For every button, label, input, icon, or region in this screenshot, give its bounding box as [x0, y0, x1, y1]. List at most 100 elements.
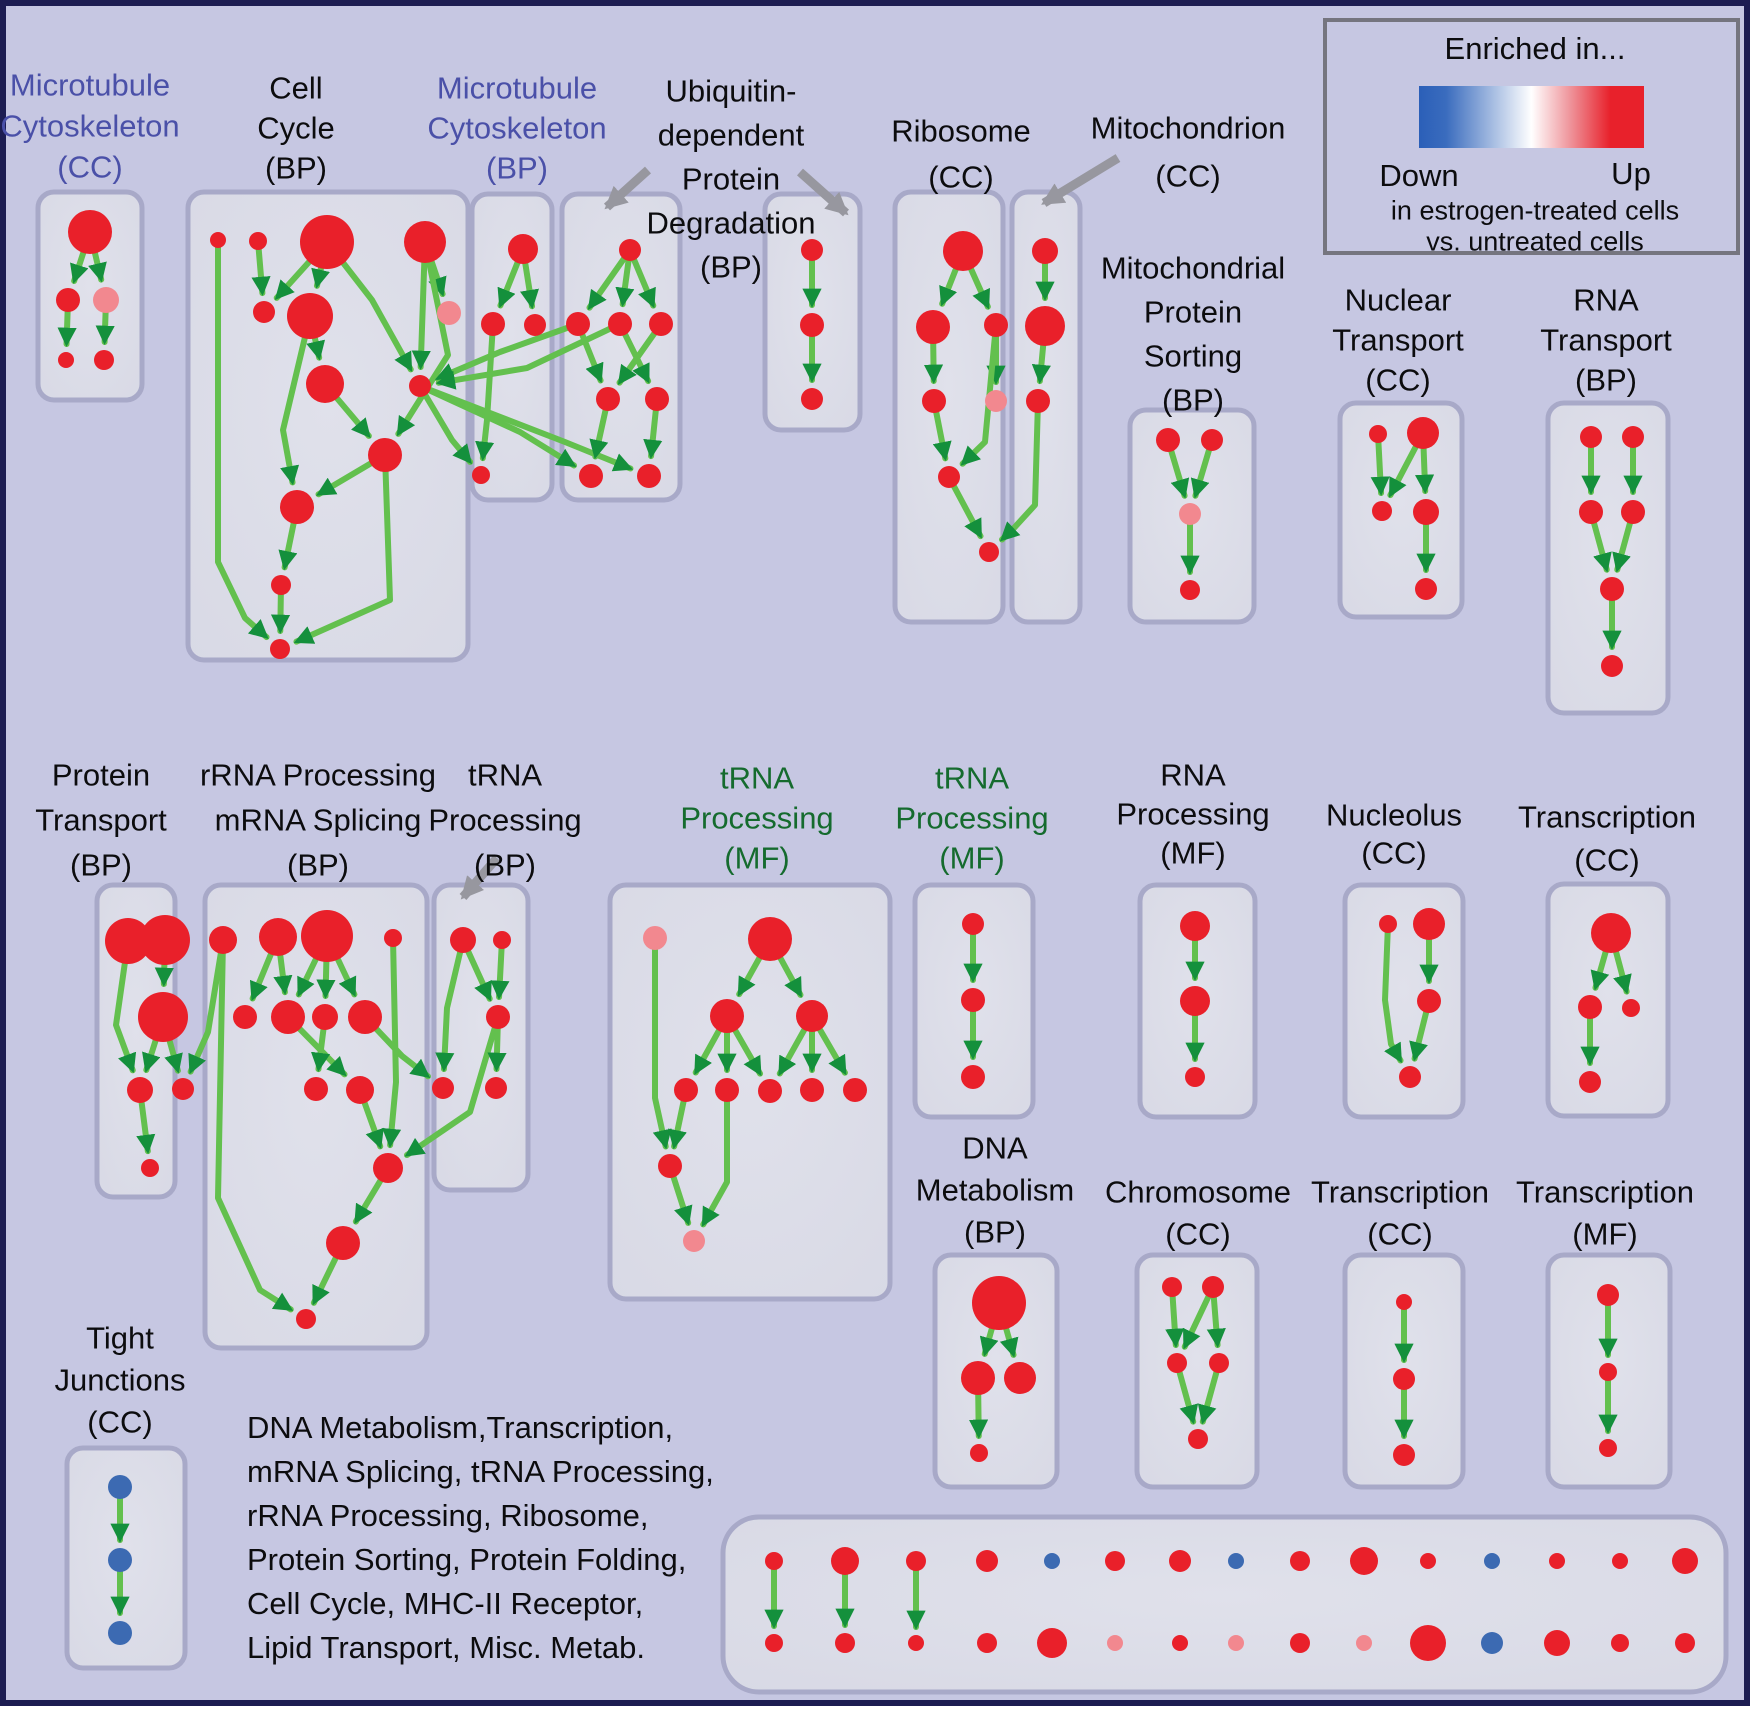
- edge-uba3-cc9: [435, 321, 623, 390]
- node-lb12: [1481, 1632, 1503, 1654]
- node-tmf7: [758, 1079, 782, 1103]
- node-lb1: [765, 1634, 783, 1652]
- edge-tmf1-tmf10: [652, 935, 672, 1150]
- node-ubb3: [801, 388, 823, 410]
- node-tj2: [108, 1548, 132, 1572]
- node-cc2: [249, 232, 267, 250]
- node-ubb1: [801, 239, 823, 261]
- node-rib7: [979, 542, 999, 562]
- node-tmf1: [643, 926, 667, 950]
- node-rnap1: [1180, 911, 1210, 941]
- node-tms2: [961, 988, 985, 1012]
- label-pointer-arrow-1: [603, 166, 652, 211]
- node-tmf10: [658, 1154, 682, 1178]
- node-dna3: [1004, 1362, 1036, 1394]
- node-lt1: [765, 1552, 783, 1570]
- node-lb15: [1675, 1633, 1695, 1653]
- node-tcc1: [1591, 913, 1631, 953]
- group-microtubule-cc-box: [35, 189, 145, 403]
- edge-pt1-pt4: [113, 938, 137, 1074]
- node-nuct3: [1372, 501, 1392, 521]
- node-nuct2: [1407, 417, 1439, 449]
- node-mit2: [1025, 306, 1065, 346]
- node-tmf8: [800, 1078, 824, 1102]
- node-lt2: [831, 1547, 859, 1575]
- node-ncl3: [1417, 989, 1441, 1013]
- group-transcription-cc-box-1: [1545, 881, 1671, 1119]
- annotation-line: mRNA Splicing, tRNA Processing,: [247, 1454, 714, 1489]
- node-tcc3: [1622, 999, 1640, 1017]
- node-tmf2: [748, 917, 792, 961]
- node-tmb2: [1599, 1363, 1617, 1381]
- edge-chr2-chr3: [1181, 1284, 1216, 1350]
- node-rnat3: [1579, 500, 1603, 524]
- node-lb8: [1228, 1635, 1244, 1651]
- node-dna2: [961, 1361, 995, 1395]
- node-tmf9: [843, 1078, 867, 1102]
- node-pt3: [138, 992, 188, 1042]
- node-rr3: [301, 910, 353, 962]
- edge-ncl1-ncl4: [1382, 921, 1404, 1064]
- label-pointer-arrow-2: [797, 168, 849, 217]
- node-chr2: [1202, 1276, 1224, 1298]
- annotation-line: DNA Metabolism,Transcription,: [247, 1410, 674, 1445]
- group-nuclear-transport-box: [1337, 400, 1465, 620]
- node-rr10: [346, 1076, 374, 1104]
- node-mtcc1: [68, 210, 112, 254]
- edge-rib6-rib7: [946, 474, 984, 540]
- node-mps4: [1180, 580, 1200, 600]
- node-tc21: [1396, 1294, 1412, 1310]
- node-rr7: [312, 1004, 338, 1030]
- node-mtcc5: [94, 350, 114, 370]
- edge-cc9-uba8: [417, 383, 634, 472]
- node-tc23: [1393, 1444, 1415, 1466]
- edge-rib3-rib6: [959, 322, 999, 467]
- legend-subtitle-1: in estrogen-treated cells: [1390, 195, 1680, 226]
- node-lt4: [976, 1550, 998, 1572]
- legend-box: Enriched in... Down Up in estrogen-treat…: [1323, 18, 1740, 257]
- legend-up-label: Up: [1611, 156, 1651, 191]
- node-rib4: [922, 389, 946, 413]
- node-rr13: [296, 1309, 316, 1329]
- node-tcc4: [1579, 1071, 1601, 1093]
- node-uba6: [645, 387, 669, 411]
- legend-subtitle-2: vs. untreated cells: [1426, 226, 1644, 257]
- node-uba4: [649, 312, 673, 336]
- node-uba5: [596, 387, 620, 411]
- node-rr1: [209, 926, 237, 954]
- node-lt14: [1612, 1553, 1628, 1569]
- node-lb7: [1172, 1635, 1188, 1651]
- node-chr1: [1162, 1277, 1182, 1297]
- node-lb11: [1410, 1625, 1446, 1661]
- node-dna4: [970, 1444, 988, 1462]
- node-mps3: [1179, 503, 1201, 525]
- node-mtbp3: [524, 314, 546, 336]
- node-chr4: [1209, 1353, 1229, 1373]
- node-chr5: [1188, 1429, 1208, 1449]
- node-lb10: [1356, 1635, 1372, 1651]
- node-nuct5: [1415, 578, 1437, 600]
- node-cc8: [306, 365, 344, 403]
- annotation-line: Lipid Transport, Misc. Metab.: [247, 1630, 645, 1665]
- node-rr5: [233, 1005, 257, 1029]
- node-nuct1: [1369, 425, 1387, 443]
- group-ubiquitin-box-a: [559, 191, 683, 503]
- node-rr11: [373, 1153, 403, 1183]
- annotation-line: Protein Sorting, Protein Folding,: [247, 1542, 687, 1577]
- edge-cc6-cc11: [280, 313, 313, 486]
- node-tbp4: [432, 1077, 454, 1099]
- node-tc22: [1393, 1368, 1415, 1390]
- node-uba1: [619, 239, 641, 261]
- node-rr6: [271, 1000, 305, 1034]
- node-mit3: [1026, 389, 1050, 413]
- node-tmb1: [1597, 1284, 1619, 1306]
- edge-mtbp2-mtbp4: [475, 321, 496, 462]
- node-tmf5: [674, 1078, 698, 1102]
- edge-rr4-rr11: [382, 935, 402, 1149]
- node-tbp3: [486, 1005, 510, 1029]
- node-cc3: [300, 215, 354, 269]
- edge-chr4-chr5: [1197, 1360, 1222, 1425]
- node-tmf11: [683, 1230, 705, 1252]
- edge-chr3-chr5: [1174, 1360, 1199, 1425]
- edge-rr1-rr13: [215, 937, 294, 1313]
